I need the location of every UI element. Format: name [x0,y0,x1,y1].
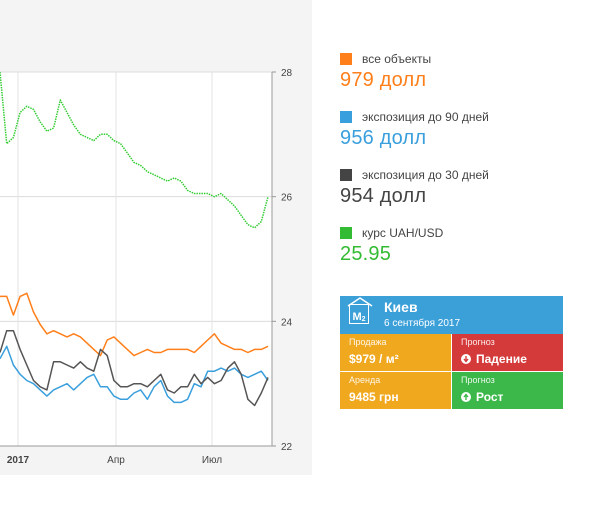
x-tick-label: Июл [202,455,222,466]
sale-value: $979 / м² [349,352,399,366]
legend-value: 25.95 [340,243,392,265]
sale-forecast-value: Падение [476,352,527,366]
series-line [0,292,269,357]
series-line [0,71,269,229]
rent-forecast-cell[interactable]: Прогноз Рост [452,372,563,409]
legend-swatch [340,111,352,123]
legend-item-exposure-90: экспозиция до 90 дней 956 долл [340,110,489,150]
rent-forecast-value: Рост [476,390,504,404]
arrow-up-circle-icon [461,392,471,402]
arrow-down-circle-icon [461,354,471,364]
legend-label: экспозиция до 90 дней [362,110,489,124]
house-roof-icon [347,297,373,307]
legend-swatch [340,227,352,239]
sale-caption: Продажа [349,337,387,347]
chart-panel: 28 26 24 22 2017 Апр Июл [0,0,312,475]
legend-label: экспозиция до 30 дней [362,168,489,182]
sale-cell[interactable]: Продажа $979 / м² [340,334,451,371]
x-tick-label: 2017 [7,455,30,466]
legend-item-exchange-rate: курс UAH/USD 25.95 [340,226,443,266]
series-line [0,329,269,407]
widget-date: 6 сентября 2017 [384,318,461,329]
x-tick-label: Апр [107,455,125,466]
sale-forecast-caption: Прогноз [461,337,495,347]
y-tick-label: 26 [281,193,293,204]
legend-item-all-objects: все объекты 979 долл [340,52,431,92]
series-line [0,345,269,404]
legend-swatch [340,53,352,65]
line-chart: 28 26 24 22 2017 Апр Июл [0,68,293,466]
legend-value: 954 долл [340,185,427,207]
legend-value: 956 долл [340,127,427,149]
y-tick-label: 22 [281,442,293,453]
legend-label: курс UAH/USD [362,226,444,240]
rent-caption: Аренда [349,375,381,385]
legend-label: все объекты [362,52,432,66]
rent-forecast-caption: Прогноз [461,375,495,385]
rent-value: 9485 грн [349,390,399,404]
sale-forecast-cell[interactable]: Прогноз Падение [452,334,563,371]
legend-swatch [340,169,352,181]
rent-cell[interactable]: Аренда 9485 грн [340,372,451,409]
legend-item-exposure-30: экспозиция до 30 дней 954 долл [340,168,489,208]
widget-city: Киев [384,299,418,315]
legend-value: 979 долл [340,69,427,91]
y-tick-label: 24 [281,317,293,328]
y-tick-label: 28 [281,68,293,79]
